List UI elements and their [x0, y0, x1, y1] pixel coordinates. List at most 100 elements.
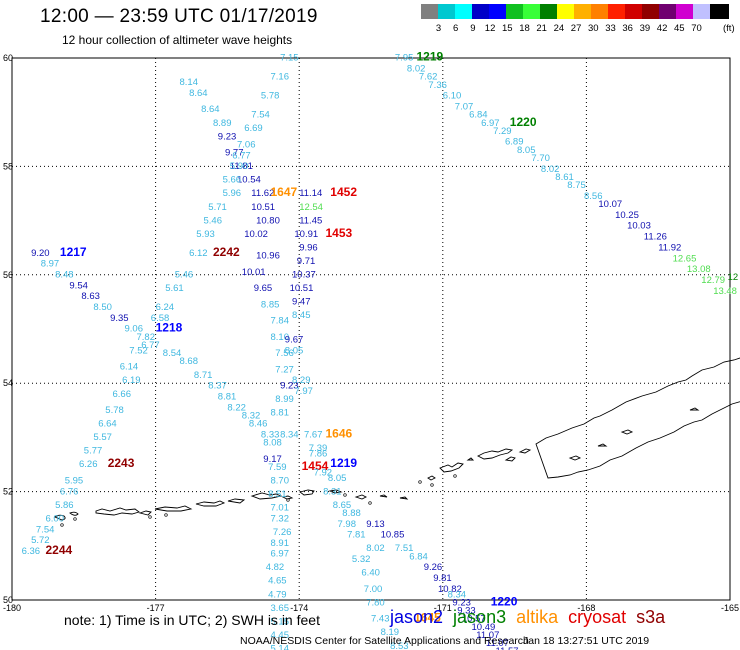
legend-tick-label: 3 [435, 23, 442, 34]
coastline [281, 495, 294, 500]
wave-height-value: 8.75 [567, 180, 586, 191]
wave-height-value: 10.82 [438, 584, 462, 595]
wave-height-value: 4.79 [268, 589, 287, 600]
wave-height-value: 5.46 [175, 270, 194, 281]
wave-height-value: 5.32 [352, 554, 371, 565]
wave-height-value: 9.13 [366, 519, 385, 530]
coastline [227, 498, 246, 504]
legend-tick-label: 24 [553, 23, 565, 34]
wave-height-value: 10.51 [290, 283, 314, 294]
wave-height-value: 8.02 [541, 164, 560, 175]
wave-height-value: 4.82 [266, 562, 285, 573]
wave-height-value: 6.64 [98, 419, 117, 430]
wave-height-value: 5.77 [84, 446, 103, 457]
wave-height-value: 5.71 [208, 202, 227, 213]
legend-tick-label: 45 [674, 23, 685, 34]
wave-height-value: 8.51 [268, 489, 287, 500]
legend-swatch [438, 4, 457, 19]
wave-height-value: 8.46 [249, 419, 268, 430]
map-title: 12:00 — 23:59 UTC 01/17/2019 [40, 6, 318, 27]
wave-height-value: 9.20 [31, 248, 49, 259]
wave-height-value: 10.01 [242, 267, 266, 278]
wave-height-value: 7.32 [271, 513, 290, 524]
legend-swatch [489, 4, 508, 19]
wave-height-value: 5.57 [93, 432, 112, 443]
legend-tick-label: 39 [639, 23, 651, 34]
lat-tick-label: 56 [3, 270, 13, 280]
coastline [597, 443, 608, 447]
wave-height-value: 8.45 [292, 310, 311, 321]
wave-height-value: 5.14 [271, 644, 290, 650]
wave-height-value: 10.37 [292, 270, 316, 281]
wave-height-value: 11.57 [496, 646, 519, 650]
legend-swatch [574, 4, 593, 19]
island [73, 517, 77, 521]
legend-unit: (ft) [723, 23, 735, 34]
wave-height-value: 7.97 [294, 386, 313, 397]
wave-height-value: 8.53 [390, 641, 409, 650]
wave-height-value: 8.19 [381, 627, 400, 638]
wave-height-value: 7.27 [275, 364, 294, 375]
wave-height-value: 8.05 [517, 145, 536, 156]
wave-height-value: 8.02 [366, 543, 385, 554]
wave-height-value: 7.59 [268, 462, 287, 473]
wave-height-value: 7.51 [395, 543, 414, 554]
wave-height-value: 6.10 [443, 91, 462, 102]
coastline [298, 489, 315, 496]
wave-height-value: 10.57 [462, 614, 486, 625]
coastline [138, 510, 152, 516]
legend-swatch [659, 4, 678, 19]
legend-tick-label: 30 [588, 23, 599, 34]
wave-height-value: 8.22 [227, 402, 246, 413]
wave-height-value: 10.96 [256, 251, 280, 262]
satellite-altika: altika [516, 607, 559, 627]
pass-time-label: 1219 [330, 456, 357, 470]
coastline [154, 505, 193, 512]
wave-height-value: 7.56 [275, 348, 294, 359]
pass-time-label: 1452 [330, 185, 357, 199]
wave-height-value: 6.69 [244, 123, 263, 134]
wave-height-value: 11.45 [299, 215, 322, 226]
wave-height-value: 8.71 [194, 370, 213, 381]
legend-swatch [421, 4, 440, 19]
legend-tick-label: 33 [605, 23, 616, 34]
wave-height-value: 9.67 [285, 335, 304, 346]
satellite-legend: jason2 jason3 altika cryosat s3a [390, 607, 675, 628]
wave-height-value: 8.61 [555, 172, 574, 183]
wave-height-value: 8.97 [41, 259, 60, 270]
legend-swatch [608, 4, 627, 19]
coastline [439, 462, 464, 473]
wave-height-value: 8.54 [163, 348, 182, 359]
legend-swatch [540, 4, 559, 19]
wave-height-value: 6.40 [361, 568, 380, 579]
wave-height-value: 5.66 [223, 175, 242, 186]
pass-time-label: 1647 [271, 185, 298, 199]
wave-height-value: 11.14 [299, 188, 322, 199]
coastline [518, 448, 532, 454]
wave-height-value: 9.96 [299, 242, 318, 253]
wave-height-value: 5.78 [261, 91, 280, 102]
wave-height-value: 9.17 [263, 454, 282, 465]
wave-height-value: 11.92 [658, 242, 681, 253]
coastline [379, 494, 388, 498]
wave-height-value: 8.34 [448, 589, 467, 600]
pass-time-label: 1645 [414, 611, 441, 625]
wave-height-value: 7.43 [371, 614, 390, 625]
wave-height-value: 6.84 [409, 551, 428, 562]
coastline [535, 357, 740, 479]
wave-height-value: 6.24 [156, 302, 175, 313]
wave-height-value: 7.15 [280, 53, 299, 64]
island [430, 483, 434, 487]
wave-height-value: 9.77 [225, 148, 244, 159]
legend-tick-label: 42 [656, 23, 668, 34]
wave-height-value: 7.16 [271, 72, 290, 83]
wave-height-value: 5.96 [223, 188, 242, 199]
wave-height-value: 7.07 [455, 102, 474, 113]
wave-height-value: 6.14 [120, 362, 139, 373]
wave-height-value: 7.84 [271, 316, 290, 327]
coastline [568, 455, 582, 461]
wave-height-value: 8.08 [263, 438, 282, 449]
legend-swatch [557, 4, 576, 19]
wave-height-value: 9.06 [125, 324, 144, 335]
